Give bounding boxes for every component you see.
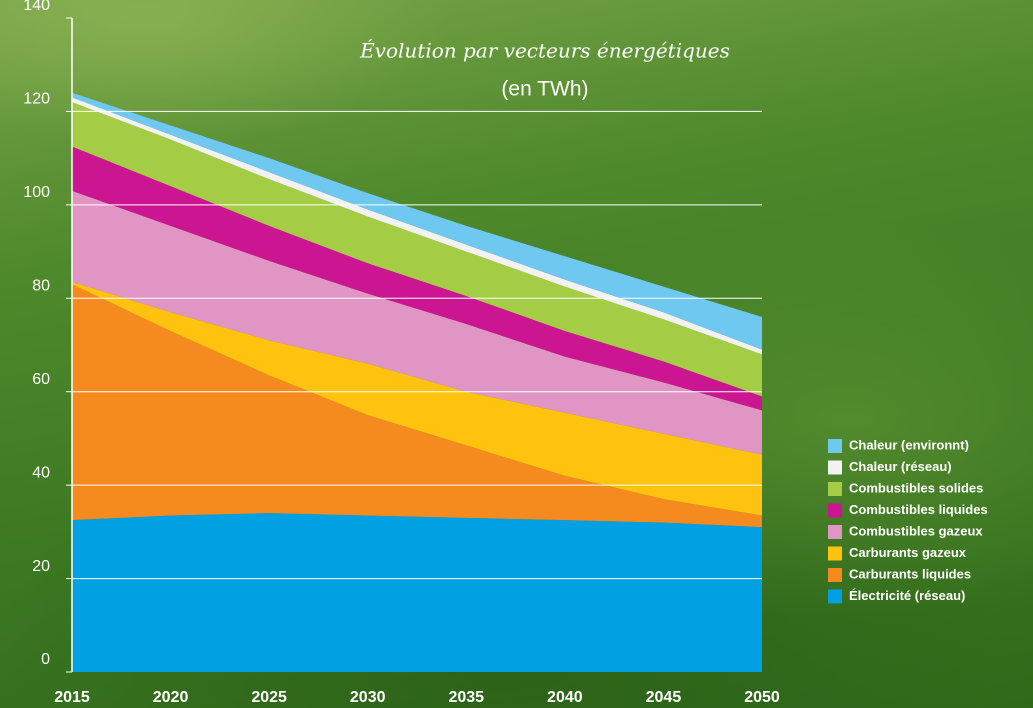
y-tick-label: 20 (32, 558, 50, 575)
chart-title: Évolution par vecteurs énergétiques (359, 39, 730, 63)
x-tick-label: 2020 (153, 689, 189, 706)
legend-swatch (828, 439, 842, 453)
legend-label: Électricité (réseau) (849, 588, 965, 603)
legend-label: Carburants liquides (849, 566, 971, 581)
legend-swatch (828, 546, 842, 561)
chart-subtitle: (en TWh) (501, 78, 588, 101)
legend-label: Combustibles solides (849, 480, 983, 495)
legend-swatch (828, 482, 842, 496)
legend-swatch (828, 460, 842, 475)
y-tick-label: 100 (23, 184, 50, 201)
y-tick-label: 60 (32, 371, 50, 388)
area (72, 146, 762, 411)
y-tick-label: 140 (23, 0, 50, 14)
area (72, 284, 762, 528)
area (72, 102, 762, 397)
legend-swatch (828, 525, 842, 539)
legend-swatch (828, 503, 842, 518)
area (72, 92, 762, 350)
y-tick-label: 80 (32, 278, 50, 295)
area (72, 97, 762, 355)
plot (72, 92, 762, 672)
legend-label: Chaleur (environnt) (849, 437, 969, 452)
legend-label: Chaleur (réseau) (849, 459, 952, 474)
x-tick-label: 2040 (547, 689, 583, 706)
x-tick-label: 2050 (744, 689, 780, 706)
legend-label: Combustibles liquides (849, 502, 988, 517)
y-tick-label: 0 (41, 651, 50, 668)
area (72, 190, 762, 455)
x-tick-label: 2030 (350, 689, 386, 706)
y-tick-label: 40 (32, 464, 50, 481)
x-tick-label: 2015 (54, 689, 90, 706)
x-tick-label: 2035 (448, 689, 484, 706)
legend-label: Combustibles gazeux (849, 523, 983, 538)
x-tick-label: 2025 (251, 689, 287, 706)
legend-label: Carburants gazeux (849, 545, 967, 560)
y-tick-label: 120 (23, 91, 50, 108)
legend-swatch (828, 589, 842, 604)
area (72, 513, 762, 672)
legend-swatch (828, 568, 842, 582)
x-tick-label: 2045 (646, 689, 682, 706)
area (72, 281, 762, 516)
